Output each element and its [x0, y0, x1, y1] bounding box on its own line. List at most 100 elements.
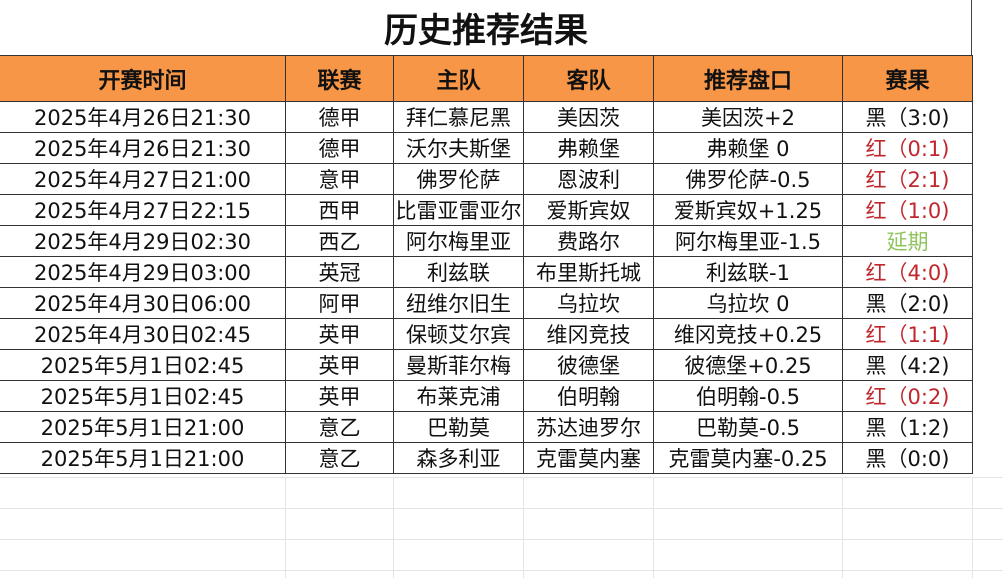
cell-time[interactable]: 2025年5月1日21:00: [0, 411, 286, 443]
cell-time[interactable]: 2025年5月1日02:45: [0, 349, 286, 381]
table-row: 2025年4月30日06:00 阿甲 纽维尔旧生 乌拉坎 乌拉坎 0 黑（2:0): [0, 287, 973, 319]
table-row: 2025年5月1日02:45 英甲 布莱克浦 伯明翰 伯明翰-0.5 红（0:2): [0, 380, 973, 412]
table-row: 2025年4月29日02:30 西乙 阿尔梅里亚 费路尔 阿尔梅里亚-1.5 延期: [0, 225, 973, 257]
cell-home[interactable]: 巴勒莫: [393, 411, 524, 443]
cell-result[interactable]: 延期: [842, 225, 973, 257]
cell-time[interactable]: 2025年4月29日02:30: [0, 225, 286, 257]
cell-league[interactable]: 英冠: [285, 256, 394, 288]
cell-pick[interactable]: 美因茨+2: [653, 101, 843, 133]
cell-time[interactable]: 2025年4月26日21:30: [0, 132, 286, 164]
table-row: 2025年5月1日21:00 意乙 巴勒莫 苏达迪罗尔 巴勒莫-0.5 黑（1:2): [0, 411, 973, 443]
header-result[interactable]: 赛果: [842, 55, 973, 102]
cell-away[interactable]: 彼德堡: [523, 349, 654, 381]
cell-time[interactable]: 2025年4月27日22:15: [0, 194, 286, 226]
cell-league[interactable]: 阿甲: [285, 287, 394, 319]
cell-league[interactable]: 德甲: [285, 101, 394, 133]
cell-pick[interactable]: 佛罗伦萨-0.5: [653, 163, 843, 195]
cell-result[interactable]: 红（0:1): [842, 132, 973, 164]
table-row: 2025年4月26日21:30 德甲 沃尔夫斯堡 弗赖堡 弗赖堡 0 红（0:1): [0, 132, 973, 164]
cell-away[interactable]: 伯明翰: [523, 380, 654, 412]
cell-pick[interactable]: 伯明翰-0.5: [653, 380, 843, 412]
cell-away[interactable]: 布里斯托城: [523, 256, 654, 288]
cell-away[interactable]: 费路尔: [523, 225, 654, 257]
cell-time[interactable]: 2025年4月29日03:00: [0, 256, 286, 288]
cell-result[interactable]: 黑（1:2): [842, 411, 973, 443]
cell-home[interactable]: 拜仁慕尼黑: [393, 101, 524, 133]
cell-result[interactable]: 红（2:1): [842, 163, 973, 195]
cell-league[interactable]: 德甲: [285, 132, 394, 164]
cell-result[interactable]: 黑（2:0): [842, 287, 973, 319]
grid-line: [393, 477, 394, 578]
cell-league[interactable]: 英甲: [285, 380, 394, 412]
table-row: 2025年5月1日21:00 意乙 森多利亚 克雷莫内塞 克雷莫内塞-0.25 黑（0:0…: [0, 442, 973, 474]
cell-home[interactable]: 布莱克浦: [393, 380, 524, 412]
cell-home[interactable]: 比雷亚雷亚尔: [393, 194, 524, 226]
cell-home[interactable]: 森多利亚: [393, 442, 524, 474]
grid-line: [972, 477, 973, 578]
cell-time[interactable]: 2025年4月30日06:00: [0, 287, 286, 319]
cell-pick[interactable]: 维冈竞技+0.25: [653, 318, 843, 350]
grid-line: [285, 477, 286, 578]
header-home[interactable]: 主队: [393, 55, 524, 102]
cell-away[interactable]: 维冈竞技: [523, 318, 654, 350]
cell-time[interactable]: 2025年5月1日21:00: [0, 442, 286, 474]
cell-time[interactable]: 2025年4月30日02:45: [0, 318, 286, 350]
cell-away[interactable]: 美因茨: [523, 101, 654, 133]
table-row: 2025年5月1日02:45 英甲 曼斯菲尔梅 彼德堡 彼德堡+0.25 黑（4:2): [0, 349, 973, 381]
grid-line: [842, 477, 843, 578]
cell-time[interactable]: 2025年5月1日02:45: [0, 380, 286, 412]
cell-league[interactable]: 西甲: [285, 194, 394, 226]
table-row: 2025年4月27日21:00 意甲 佛罗伦萨 恩波利 佛罗伦萨-0.5 红（2:1): [0, 163, 973, 195]
cell-away[interactable]: 乌拉坎: [523, 287, 654, 319]
cell-result[interactable]: 黑（4:2): [842, 349, 973, 381]
cell-home[interactable]: 纽维尔旧生: [393, 287, 524, 319]
header-pick[interactable]: 推荐盘口: [653, 55, 843, 102]
cell-home[interactable]: 曼斯菲尔梅: [393, 349, 524, 381]
cell-pick[interactable]: 利兹联-1: [653, 256, 843, 288]
cell-league[interactable]: 意乙: [285, 442, 394, 474]
cell-pick[interactable]: 乌拉坎 0: [653, 287, 843, 319]
cell-time[interactable]: 2025年4月26日21:30: [0, 101, 286, 133]
cell-pick[interactable]: 阿尔梅里亚-1.5: [653, 225, 843, 257]
results-table: 开赛时间 联赛 主队 客队 推荐盘口 赛果 2025年4月26日21:30 德甲拜…: [0, 55, 973, 474]
cell-home[interactable]: 保顿艾尔宾: [393, 318, 524, 350]
cell-home[interactable]: 佛罗伦萨: [393, 163, 524, 195]
cell-pick[interactable]: 弗赖堡 0: [653, 132, 843, 164]
cell-result[interactable]: 红（4:0): [842, 256, 973, 288]
table-row: 2025年4月29日03:00 英冠 利兹联 布里斯托城 利兹联-1 红（4:0): [0, 256, 973, 288]
table-row: 2025年4月27日22:15 西甲 比雷亚雷亚尔 爱斯宾奴 爱斯宾奴+1.25 红（1:…: [0, 194, 973, 226]
grid-line: [653, 477, 654, 578]
cell-home[interactable]: 阿尔梅里亚: [393, 225, 524, 257]
cell-result[interactable]: 红（1:1): [842, 318, 973, 350]
cell-away[interactable]: 恩波利: [523, 163, 654, 195]
cell-league[interactable]: 英甲: [285, 349, 394, 381]
cell-league[interactable]: 西乙: [285, 225, 394, 257]
header-league[interactable]: 联赛: [285, 55, 394, 102]
cell-away[interactable]: 克雷莫内塞: [523, 442, 654, 474]
cell-home[interactable]: 利兹联: [393, 256, 524, 288]
cell-result[interactable]: 红（0:2): [842, 380, 973, 412]
cell-league[interactable]: 英甲: [285, 318, 394, 350]
cell-league[interactable]: 意乙: [285, 411, 394, 443]
cell-result[interactable]: 红（1:0): [842, 194, 973, 226]
header-row: 开赛时间 联赛 主队 客队 推荐盘口 赛果: [0, 55, 973, 102]
table-row: 2025年4月30日02:45 英甲 保顿艾尔宾 维冈竞技 维冈竞技+0.25 红（1:1…: [0, 318, 973, 350]
cell-pick[interactable]: 巴勒莫-0.5: [653, 411, 843, 443]
header-time[interactable]: 开赛时间: [0, 55, 286, 102]
cell-pick[interactable]: 彼德堡+0.25: [653, 349, 843, 381]
cell-home[interactable]: 沃尔夫斯堡: [393, 132, 524, 164]
cell-time[interactable]: 2025年4月27日21:00: [0, 163, 286, 195]
cell-away[interactable]: 苏达迪罗尔: [523, 411, 654, 443]
grid-line: [523, 477, 524, 578]
cell-pick[interactable]: 爱斯宾奴+1.25: [653, 194, 843, 226]
cell-away[interactable]: 弗赖堡: [523, 132, 654, 164]
cell-result[interactable]: 黑（0:0): [842, 442, 973, 474]
header-away[interactable]: 客队: [523, 55, 654, 102]
table-row: 2025年4月26日21:30 德甲 拜仁慕尼黑 美因茨 美因茨+2 黑（3:0): [0, 101, 973, 133]
cell-league[interactable]: 意甲: [285, 163, 394, 195]
cell-away[interactable]: 爱斯宾奴: [523, 194, 654, 226]
cell-pick[interactable]: 克雷莫内塞-0.25: [653, 442, 843, 474]
cell-result[interactable]: 黑（3:0): [842, 101, 973, 133]
sheet-title: 历史推荐结果: [384, 11, 588, 51]
column-divider: [971, 0, 972, 101]
